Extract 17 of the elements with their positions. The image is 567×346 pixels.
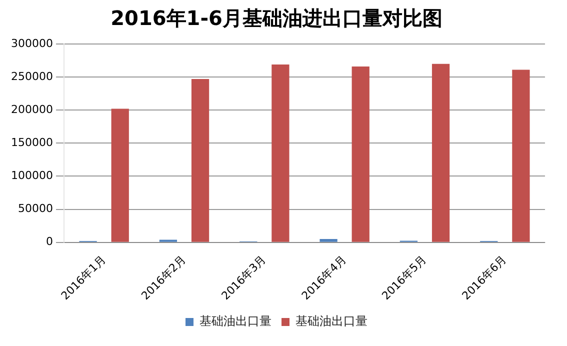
bar xyxy=(432,64,450,242)
y-tick-label: 50000 xyxy=(18,202,53,216)
bar xyxy=(320,239,338,242)
bar xyxy=(512,70,530,242)
bar xyxy=(352,66,370,242)
bar xyxy=(191,79,210,242)
y-tick-label: 200000 xyxy=(10,102,53,116)
y-tick-label: 150000 xyxy=(10,136,53,150)
legend-label: 基础油出口量 xyxy=(200,314,272,328)
y-tick-label: 0 xyxy=(46,235,53,248)
y-tick-label: 300000 xyxy=(10,36,53,50)
bar xyxy=(272,64,290,242)
y-tick-label: 100000 xyxy=(10,169,53,182)
bar xyxy=(111,108,129,242)
legend-label: 基础油出口量 xyxy=(296,314,368,328)
chart-title: 2016年1-6月基础油进出口量对比图 xyxy=(110,6,442,30)
y-tick-label: 250000 xyxy=(10,70,53,83)
